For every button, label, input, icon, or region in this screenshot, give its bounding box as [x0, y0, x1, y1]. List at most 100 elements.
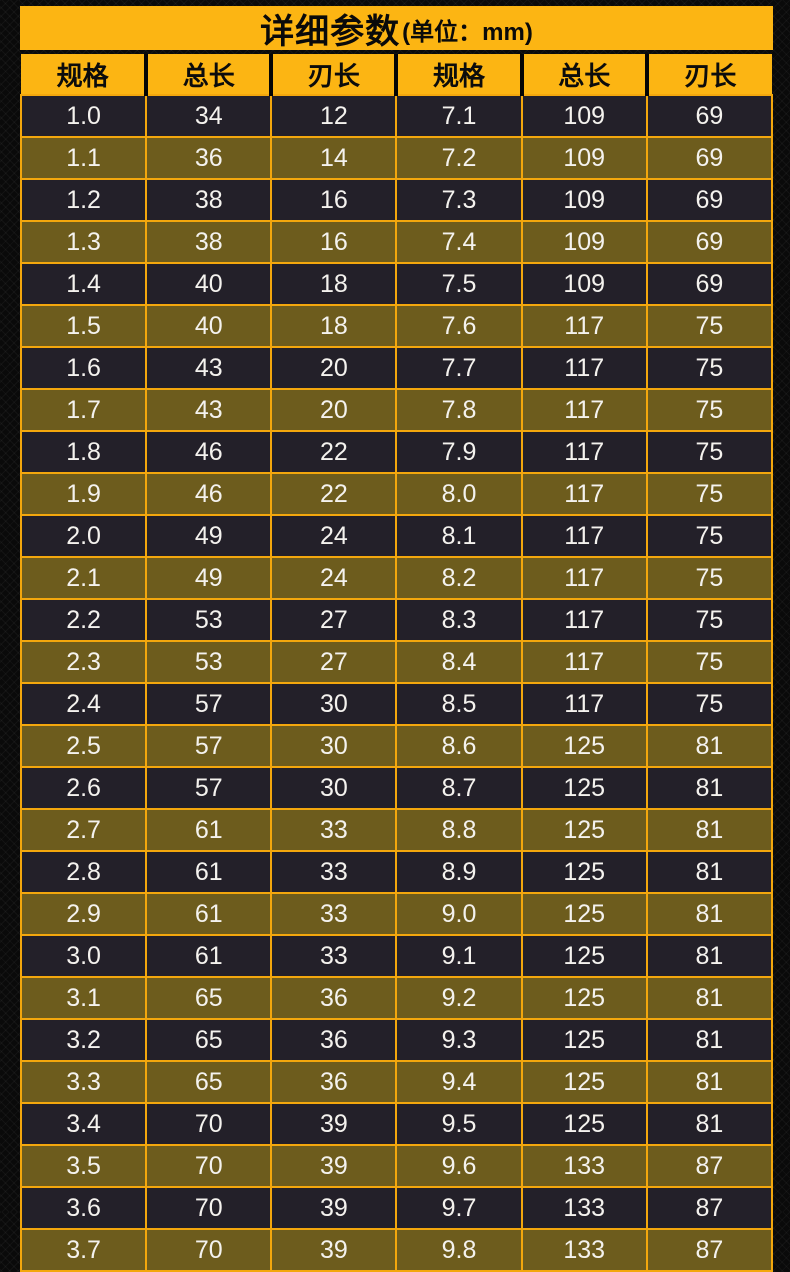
table-cell: 3.3 — [19, 1060, 148, 1104]
table-cell: 75 — [645, 640, 774, 684]
table-cell: 7.2 — [395, 136, 523, 180]
table-cell: 1.5 — [19, 304, 148, 348]
table-title-banner: 详细参数 (单位：mm) — [20, 6, 773, 51]
table-cell: 57 — [145, 724, 273, 768]
table-cell: 7.3 — [395, 178, 523, 222]
table-cell: 117 — [520, 346, 648, 390]
table-cell: 33 — [270, 934, 398, 978]
table-cell: 7.7 — [395, 346, 523, 390]
table-cell: 33 — [270, 892, 398, 936]
table-title: 详细参数 — [260, 12, 401, 51]
table-cell: 8.5 — [395, 682, 523, 726]
table-cell: 61 — [145, 808, 273, 852]
table-cell: 75 — [645, 514, 774, 558]
table-cell: 8.6 — [395, 724, 523, 768]
table-cell: 16 — [270, 220, 398, 264]
table-cell: 1.8 — [19, 430, 148, 474]
table-cell: 81 — [645, 1060, 774, 1104]
table-cell: 117 — [520, 304, 648, 348]
table-cell: 75 — [645, 556, 774, 600]
table-cell: 7.4 — [395, 220, 523, 264]
table-cell: 39 — [270, 1144, 398, 1188]
table-cell: 3.6 — [19, 1186, 148, 1230]
table-cell: 22 — [270, 472, 398, 516]
table-cell: 7.8 — [395, 388, 523, 432]
table-cell: 1.9 — [19, 472, 148, 516]
table-row: 1.2 38 16 7.3 109 69 — [19, 178, 774, 222]
table-cell: 16 — [270, 178, 398, 222]
table-cell: 2.5 — [19, 724, 148, 768]
table-row: 1.4 40 18 7.5 109 69 — [19, 262, 774, 306]
table-cell: 125 — [520, 808, 648, 852]
table-cell: 3.1 — [19, 976, 148, 1020]
table-cell: 125 — [520, 850, 648, 894]
table-row: 1.8 46 22 7.9 117 75 — [19, 430, 774, 474]
table-cell: 117 — [520, 388, 648, 432]
table-cell: 2.6 — [19, 766, 148, 810]
table-cell: 2.4 — [19, 682, 148, 726]
table-cell: 7.5 — [395, 262, 523, 306]
column-header: 总长 — [519, 54, 647, 95]
table-cell: 81 — [645, 892, 774, 936]
table-cell: 1.4 — [19, 262, 148, 306]
table-cell: 61 — [145, 892, 273, 936]
table-cell: 75 — [645, 430, 774, 474]
table-row: 2.8 61 33 8.9 125 81 — [19, 850, 774, 894]
table-cell: 12 — [270, 94, 398, 138]
table-cell: 109 — [520, 262, 648, 306]
table-row: 3.3 65 36 9.4 125 81 — [19, 1060, 774, 1104]
table-row: 3.5 70 39 9.6 133 87 — [19, 1144, 774, 1188]
table-row: 3.2 65 36 9.3 125 81 — [19, 1018, 774, 1062]
table-cell: 125 — [520, 934, 648, 978]
table-cell: 7.9 — [395, 430, 523, 474]
table-cell: 24 — [270, 514, 398, 558]
column-header: 规格 — [394, 54, 522, 95]
table-row: 1.3 38 16 7.4 109 69 — [19, 220, 774, 264]
table-cell: 117 — [520, 472, 648, 516]
table-cell: 70 — [145, 1144, 273, 1188]
table-row: 2.3 53 27 8.4 117 75 — [19, 640, 774, 684]
table-cell: 81 — [645, 1102, 774, 1146]
table-cell: 69 — [645, 94, 774, 138]
table-cell: 117 — [520, 640, 648, 684]
table-row: 1.5 40 18 7.6 117 75 — [19, 304, 774, 348]
table-cell: 30 — [270, 724, 398, 768]
table-cell: 87 — [645, 1228, 774, 1272]
table-cell: 8.7 — [395, 766, 523, 810]
table-cell: 133 — [520, 1144, 648, 1188]
table-cell: 38 — [145, 220, 273, 264]
table-cell: 9.0 — [395, 892, 523, 936]
table-cell: 81 — [645, 766, 774, 810]
table-cell: 9.4 — [395, 1060, 523, 1104]
table-cell: 2.7 — [19, 808, 148, 852]
table-cell: 8.0 — [395, 472, 523, 516]
table-cell: 46 — [145, 472, 273, 516]
table-cell: 69 — [645, 136, 774, 180]
table-cell: 9.5 — [395, 1102, 523, 1146]
table-cell: 8.1 — [395, 514, 523, 558]
table-cell: 3.2 — [19, 1018, 148, 1062]
table-row: 2.1 49 24 8.2 117 75 — [19, 556, 774, 600]
spec-table-body: 1.0 34 12 7.1 109 69 1.1 36 14 7.2 109 69 1.2 38 16 7.3… — [19, 94, 774, 1272]
table-cell: 75 — [645, 598, 774, 642]
spec-table: 规格 总长 刃长 规格 总长 刃长 1.0 34 12 7.1 109 69 1.1 36 14 7.2 10… — [19, 54, 774, 1272]
table-cell: 125 — [520, 766, 648, 810]
table-cell: 1.0 — [19, 94, 148, 138]
table-cell: 39 — [270, 1186, 398, 1230]
table-cell: 3.5 — [19, 1144, 148, 1188]
table-cell: 40 — [145, 304, 273, 348]
table-cell: 87 — [645, 1144, 774, 1188]
table-cell: 61 — [145, 934, 273, 978]
table-cell: 8.3 — [395, 598, 523, 642]
table-cell: 30 — [270, 766, 398, 810]
table-cell: 3.0 — [19, 934, 148, 978]
table-cell: 81 — [645, 724, 774, 768]
table-cell: 109 — [520, 94, 648, 138]
table-row: 3.4 70 39 9.5 125 81 — [19, 1102, 774, 1146]
table-cell: 34 — [145, 94, 273, 138]
table-cell: 2.0 — [19, 514, 148, 558]
table-cell: 18 — [270, 304, 398, 348]
table-cell: 2.9 — [19, 892, 148, 936]
table-cell: 36 — [270, 976, 398, 1020]
table-cell: 3.7 — [19, 1228, 148, 1272]
